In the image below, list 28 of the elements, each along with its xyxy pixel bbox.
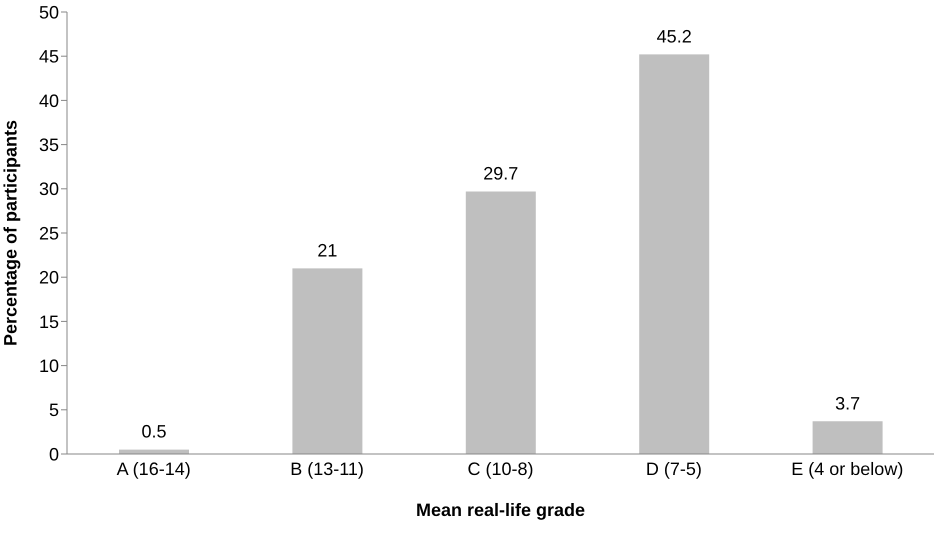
y-tick-label: 25: [38, 223, 59, 244]
data-label: 0.5: [141, 422, 167, 442]
y-tick-label: 45: [38, 46, 59, 67]
y-tick-label: 15: [38, 312, 59, 332]
data-label: 3.7: [835, 393, 860, 414]
y-tick-label: 35: [38, 134, 59, 155]
x-tick-label: B (13-11): [290, 458, 364, 479]
y-tick-label: 40: [38, 90, 59, 111]
y-tick-label: 20: [38, 268, 59, 288]
x-tick-label: A (16-14): [116, 458, 191, 479]
bar: [466, 191, 536, 454]
y-axis-title: Percentage of participants: [0, 120, 20, 346]
data-label: 21: [317, 240, 338, 260]
bar: [639, 54, 710, 454]
bar: [292, 268, 362, 454]
y-tick-label: 10: [38, 356, 59, 376]
y-tick-label: 0: [48, 444, 59, 464]
bar: [119, 450, 189, 454]
bar: [812, 421, 883, 454]
y-tick-label: 5: [48, 400, 59, 420]
y-tick-label: 50: [38, 2, 59, 22]
x-tick-label: C (10-8): [467, 458, 534, 479]
x-tick-label: E (4 or below): [791, 458, 904, 479]
data-label: 45.2: [656, 26, 692, 46]
y-tick-label: 30: [38, 179, 59, 200]
x-tick-label: D (7-5): [646, 458, 702, 479]
x-axis-title: Mean real-life grade: [416, 500, 586, 520]
data-label: 29.7: [483, 163, 518, 184]
